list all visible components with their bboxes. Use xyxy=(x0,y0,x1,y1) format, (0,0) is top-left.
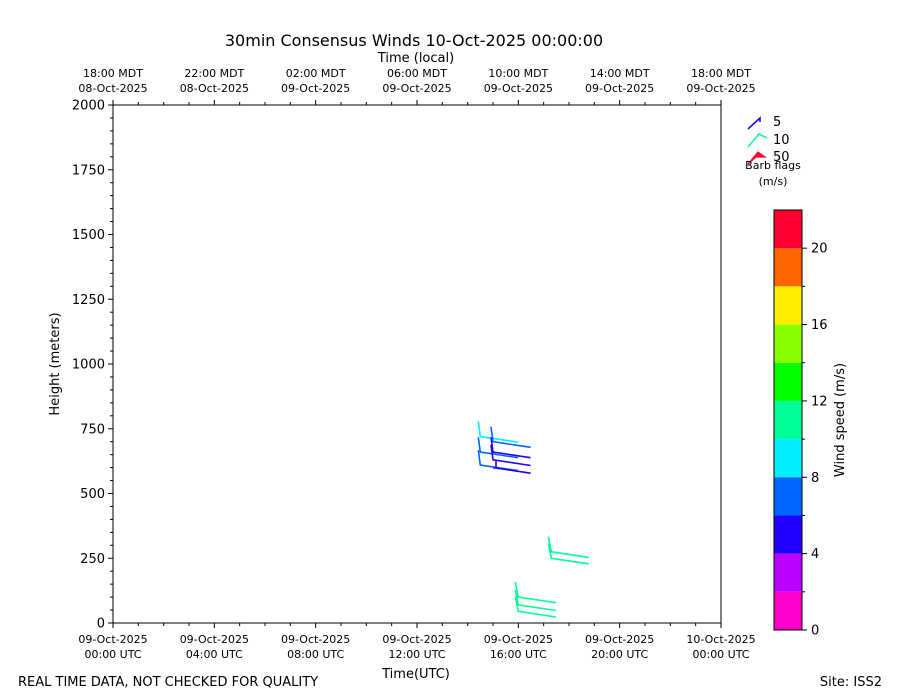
x-tick-label-5: 09-Oct-2025 xyxy=(585,633,654,646)
x-tick-sublabel-0: 00:00 UTC xyxy=(84,648,141,661)
y-tick-label-8: 2000 xyxy=(72,99,105,114)
wind-barb-1 xyxy=(477,436,519,459)
colorbar-tick-label-1: 4 xyxy=(811,547,819,562)
top-tick-sublabel-6: 09-Oct-2025 xyxy=(686,82,755,95)
y-tick-label-3: 750 xyxy=(80,422,105,437)
top-tick-label-4: 10:00 MDT xyxy=(488,67,548,80)
wind-barb-0 xyxy=(477,421,519,443)
footer-quality-note: REAL TIME DATA, NOT CHECKED FOR QUALITY xyxy=(18,675,318,690)
top-tick-sublabel-2: 09-Oct-2025 xyxy=(281,82,350,95)
top-tick-sublabel-1: 08-Oct-2025 xyxy=(180,82,249,95)
colorbar-segment-1 xyxy=(774,553,802,592)
wind-barb-9 xyxy=(514,581,557,604)
y-tick-label-0: 0 xyxy=(97,617,105,632)
x-tick-sublabel-6: 00:00 UTC xyxy=(692,648,749,661)
top-tick-sublabel-3: 09-Oct-2025 xyxy=(382,82,451,95)
top-tick-label-6: 18:00 MDT xyxy=(691,67,751,80)
legend-barb-10 xyxy=(747,133,768,148)
footer-site: Site: ISS2 xyxy=(820,675,882,690)
x-tick-sublabel-1: 04:00 UTC xyxy=(186,648,243,661)
colorbar-segment-4 xyxy=(774,439,802,478)
colorbar-segment-9 xyxy=(774,248,802,287)
colorbar: 0 4 8 12 16 20 Wind speed (m/s) xyxy=(773,209,848,639)
colorbar-segment-5 xyxy=(774,400,802,440)
colorbar-segment-7 xyxy=(774,324,802,363)
colorbar-tick-label-3: 12 xyxy=(811,394,828,409)
colorbar-tick-label-0: 0 xyxy=(811,624,819,639)
top-tick-sublabel-5: 09-Oct-2025 xyxy=(585,82,654,95)
x-tick-label-4: 09-Oct-2025 xyxy=(484,633,553,646)
x-tick-label-6: 10-Oct-2025 xyxy=(686,633,755,646)
colorbar-tick-label-2: 8 xyxy=(811,471,819,486)
bottom-axis-ticks: 09-Oct-2025 00:00 UTC 09-Oct-2025 04:00 UTC… xyxy=(78,623,756,661)
y-tick-label-2: 500 xyxy=(80,487,105,502)
x-tick-label-2: 09-Oct-2025 xyxy=(281,633,350,646)
x-tick-sublabel-2: 08:00 UTC xyxy=(287,648,344,661)
chart-title: 30min Consensus Winds 10-Oct-2025 00:00:… xyxy=(225,31,603,50)
x-tick-sublabel-3: 12:00 UTC xyxy=(388,648,445,661)
colorbar-label: Wind speed (m/s) xyxy=(833,363,848,477)
y-tick-label-1: 250 xyxy=(80,552,105,567)
colorbar-segment-8 xyxy=(774,286,802,325)
y-tick-label-5: 1250 xyxy=(72,293,105,308)
wind-barb-6 xyxy=(492,459,531,474)
wind-barb-7 xyxy=(547,536,589,559)
wind-barb-5 xyxy=(490,444,531,467)
wind-barb-11 xyxy=(514,596,557,618)
top-tick-label-1: 22:00 MDT xyxy=(184,67,244,80)
x-tick-label-1: 09-Oct-2025 xyxy=(180,633,249,646)
legend-barb-5 xyxy=(747,116,761,130)
colorbar-tick-label-5: 20 xyxy=(811,242,828,257)
plot-area-frame xyxy=(112,104,722,624)
top-tick-label-5: 14:00 MDT xyxy=(590,67,650,80)
y-axis-label: Height (meters) xyxy=(48,312,63,415)
colorbar-tick-label-4: 16 xyxy=(811,318,828,333)
legend-label-5: 5 xyxy=(773,115,781,130)
colorbar-segment-10 xyxy=(774,210,802,249)
colorbar-segment-2 xyxy=(774,515,802,554)
x-tick-label-3: 09-Oct-2025 xyxy=(382,633,451,646)
colorbar-segment-6 xyxy=(774,362,802,401)
barb-legend: 5 10 50 Barb flags (m/s) xyxy=(745,115,801,188)
legend-label-50: 50 xyxy=(773,150,790,165)
wind-barb-8 xyxy=(547,543,589,565)
top-tick-label-3: 06:00 MDT xyxy=(387,67,447,80)
legend-flag-50 xyxy=(747,151,767,165)
top-axis-label: Time (local) xyxy=(377,51,454,66)
x-tick-sublabel-5: 20:00 UTC xyxy=(591,648,648,661)
top-tick-sublabel-4: 09-Oct-2025 xyxy=(484,82,553,95)
top-tick-label-0: 18:00 MDT xyxy=(83,67,143,80)
x-tick-sublabel-4: 16:00 UTC xyxy=(490,648,547,661)
wind-barb-10 xyxy=(514,589,557,612)
top-tick-label-2: 02:00 MDT xyxy=(286,67,346,80)
y-tick-label-4: 1000 xyxy=(72,358,105,373)
x-tick-label-0: 09-Oct-2025 xyxy=(78,633,147,646)
legend-label-10: 10 xyxy=(773,133,790,148)
y-axis-ticks: 0 250 500 750 1000 1250 1500 1750 2000 xyxy=(72,99,113,632)
legend-caption-line2: (m/s) xyxy=(759,175,788,188)
colorbar-segment-3 xyxy=(774,477,802,516)
y-tick-label-7: 1750 xyxy=(72,163,105,178)
wind-barb-3 xyxy=(490,426,531,449)
legend-caption-line1: Barb flags xyxy=(745,159,801,172)
top-axis-ticks: 18:00 MDT 08-Oct-2025 22:00 MDT 08-Oct-2025… xyxy=(78,67,756,105)
wind-barb-4 xyxy=(490,436,531,459)
top-tick-sublabel-0: 08-Oct-2025 xyxy=(78,82,147,95)
wind-barbs xyxy=(477,421,589,618)
y-tick-label-6: 1500 xyxy=(72,228,105,243)
x-axis-label: Time(UTC) xyxy=(381,667,450,682)
colorbar-segment-0 xyxy=(774,591,802,630)
